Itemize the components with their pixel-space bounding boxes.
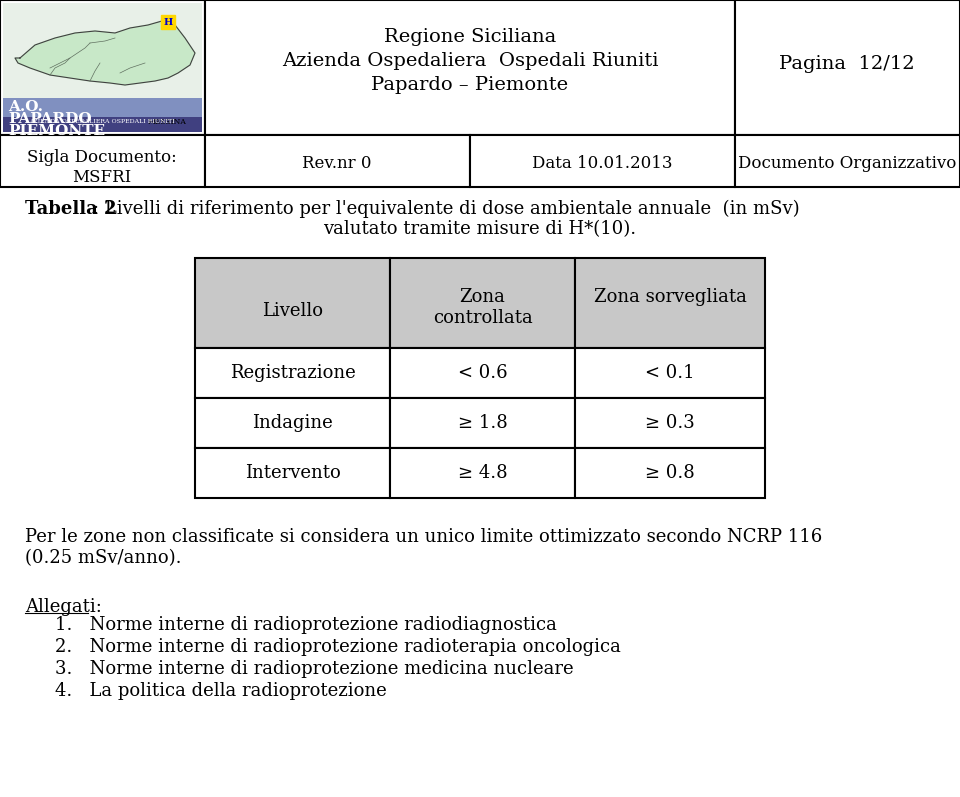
Text: < 0.6: < 0.6: [458, 364, 507, 382]
Polygon shape: [15, 21, 195, 85]
Text: MESSINA: MESSINA: [148, 118, 187, 126]
Text: ≥ 0.3: ≥ 0.3: [645, 414, 695, 432]
Bar: [3, 117, 202, 132]
Bar: [3, 3, 202, 132]
Text: 3.   Norme interne di radioprotezione medicina nucleare: 3. Norme interne di radioprotezione medi…: [55, 660, 574, 678]
Text: Registrazione: Registrazione: [229, 364, 355, 382]
Text: PAPARDO: PAPARDO: [8, 112, 91, 126]
Text: < 0.1: < 0.1: [645, 364, 695, 382]
Bar: [195, 258, 390, 348]
Text: ≥ 0.8: ≥ 0.8: [645, 464, 695, 482]
Text: Sigla Documento:
MSFRI: Sigla Documento: MSFRI: [27, 149, 177, 186]
Text: Documento Organizzativo: Documento Organizzativo: [738, 155, 956, 172]
Text: valutato tramite misure di H*(10).: valutato tramite misure di H*(10).: [324, 220, 636, 238]
Text: Indagine: Indagine: [252, 414, 333, 432]
Bar: [575, 448, 765, 498]
Text: 2.   Norme interne di radioprotezione radioterapia oncologica: 2. Norme interne di radioprotezione radi…: [55, 638, 621, 656]
Text: Per le zone non classificate si considera un unico limite ottimizzato secondo NC: Per le zone non classificate si consider…: [25, 528, 823, 567]
Bar: [3, 98, 202, 132]
Text: Data 10.01.2013: Data 10.01.2013: [532, 155, 672, 172]
Bar: [195, 348, 390, 398]
Text: ≥ 4.8: ≥ 4.8: [458, 464, 507, 482]
Bar: [390, 348, 575, 398]
Bar: [575, 398, 765, 448]
Bar: [195, 398, 390, 448]
Text: : Livelli di riferimento per l'equivalente di dose ambientale annuale  (in mSv): : Livelli di riferimento per l'equivalen…: [93, 200, 800, 218]
Text: Allegati:: Allegati:: [25, 598, 102, 616]
Text: Tabella 2: Tabella 2: [25, 200, 116, 218]
Text: Livello: Livello: [262, 302, 323, 320]
Bar: [390, 258, 575, 348]
Text: PIEMONTE: PIEMONTE: [8, 124, 106, 138]
Text: 4.   La politica della radioprotezione: 4. La politica della radioprotezione: [55, 682, 387, 700]
Bar: [205, 0, 735, 135]
Text: Zona sorvegliata: Zona sorvegliata: [593, 288, 747, 306]
Text: Zona
controllata: Zona controllata: [433, 288, 533, 327]
Text: Papardo – Piemonte: Papardo – Piemonte: [372, 76, 568, 94]
Text: Pagina  12/12: Pagina 12/12: [780, 55, 915, 73]
Bar: [470, 135, 735, 187]
Text: Regione Siciliana: Regione Siciliana: [384, 28, 556, 46]
Text: Azienda Ospedaliera  Ospedali Riuniti: Azienda Ospedaliera Ospedali Riuniti: [281, 52, 659, 70]
Bar: [0, 135, 205, 187]
Bar: [575, 258, 765, 348]
Bar: [575, 348, 765, 398]
Text: AZIENDA OSPEDALIERA OSPEDALI RIUNITI: AZIENDA OSPEDALIERA OSPEDALI RIUNITI: [29, 119, 175, 124]
Text: Rev.nr 0: Rev.nr 0: [302, 155, 372, 172]
Text: A.O.: A.O.: [8, 100, 43, 114]
Bar: [735, 135, 960, 187]
Text: 1.   Norme interne di radioprotezione radiodiagnostica: 1. Norme interne di radioprotezione radi…: [55, 616, 557, 634]
Bar: [735, 0, 960, 135]
Bar: [0, 0, 205, 135]
Text: H: H: [163, 18, 173, 26]
Bar: [205, 135, 470, 187]
Bar: [390, 448, 575, 498]
Text: Intervento: Intervento: [245, 464, 341, 482]
Bar: [195, 448, 390, 498]
Bar: [3, 3, 202, 98]
Bar: [390, 398, 575, 448]
Text: ≥ 1.8: ≥ 1.8: [458, 414, 508, 432]
